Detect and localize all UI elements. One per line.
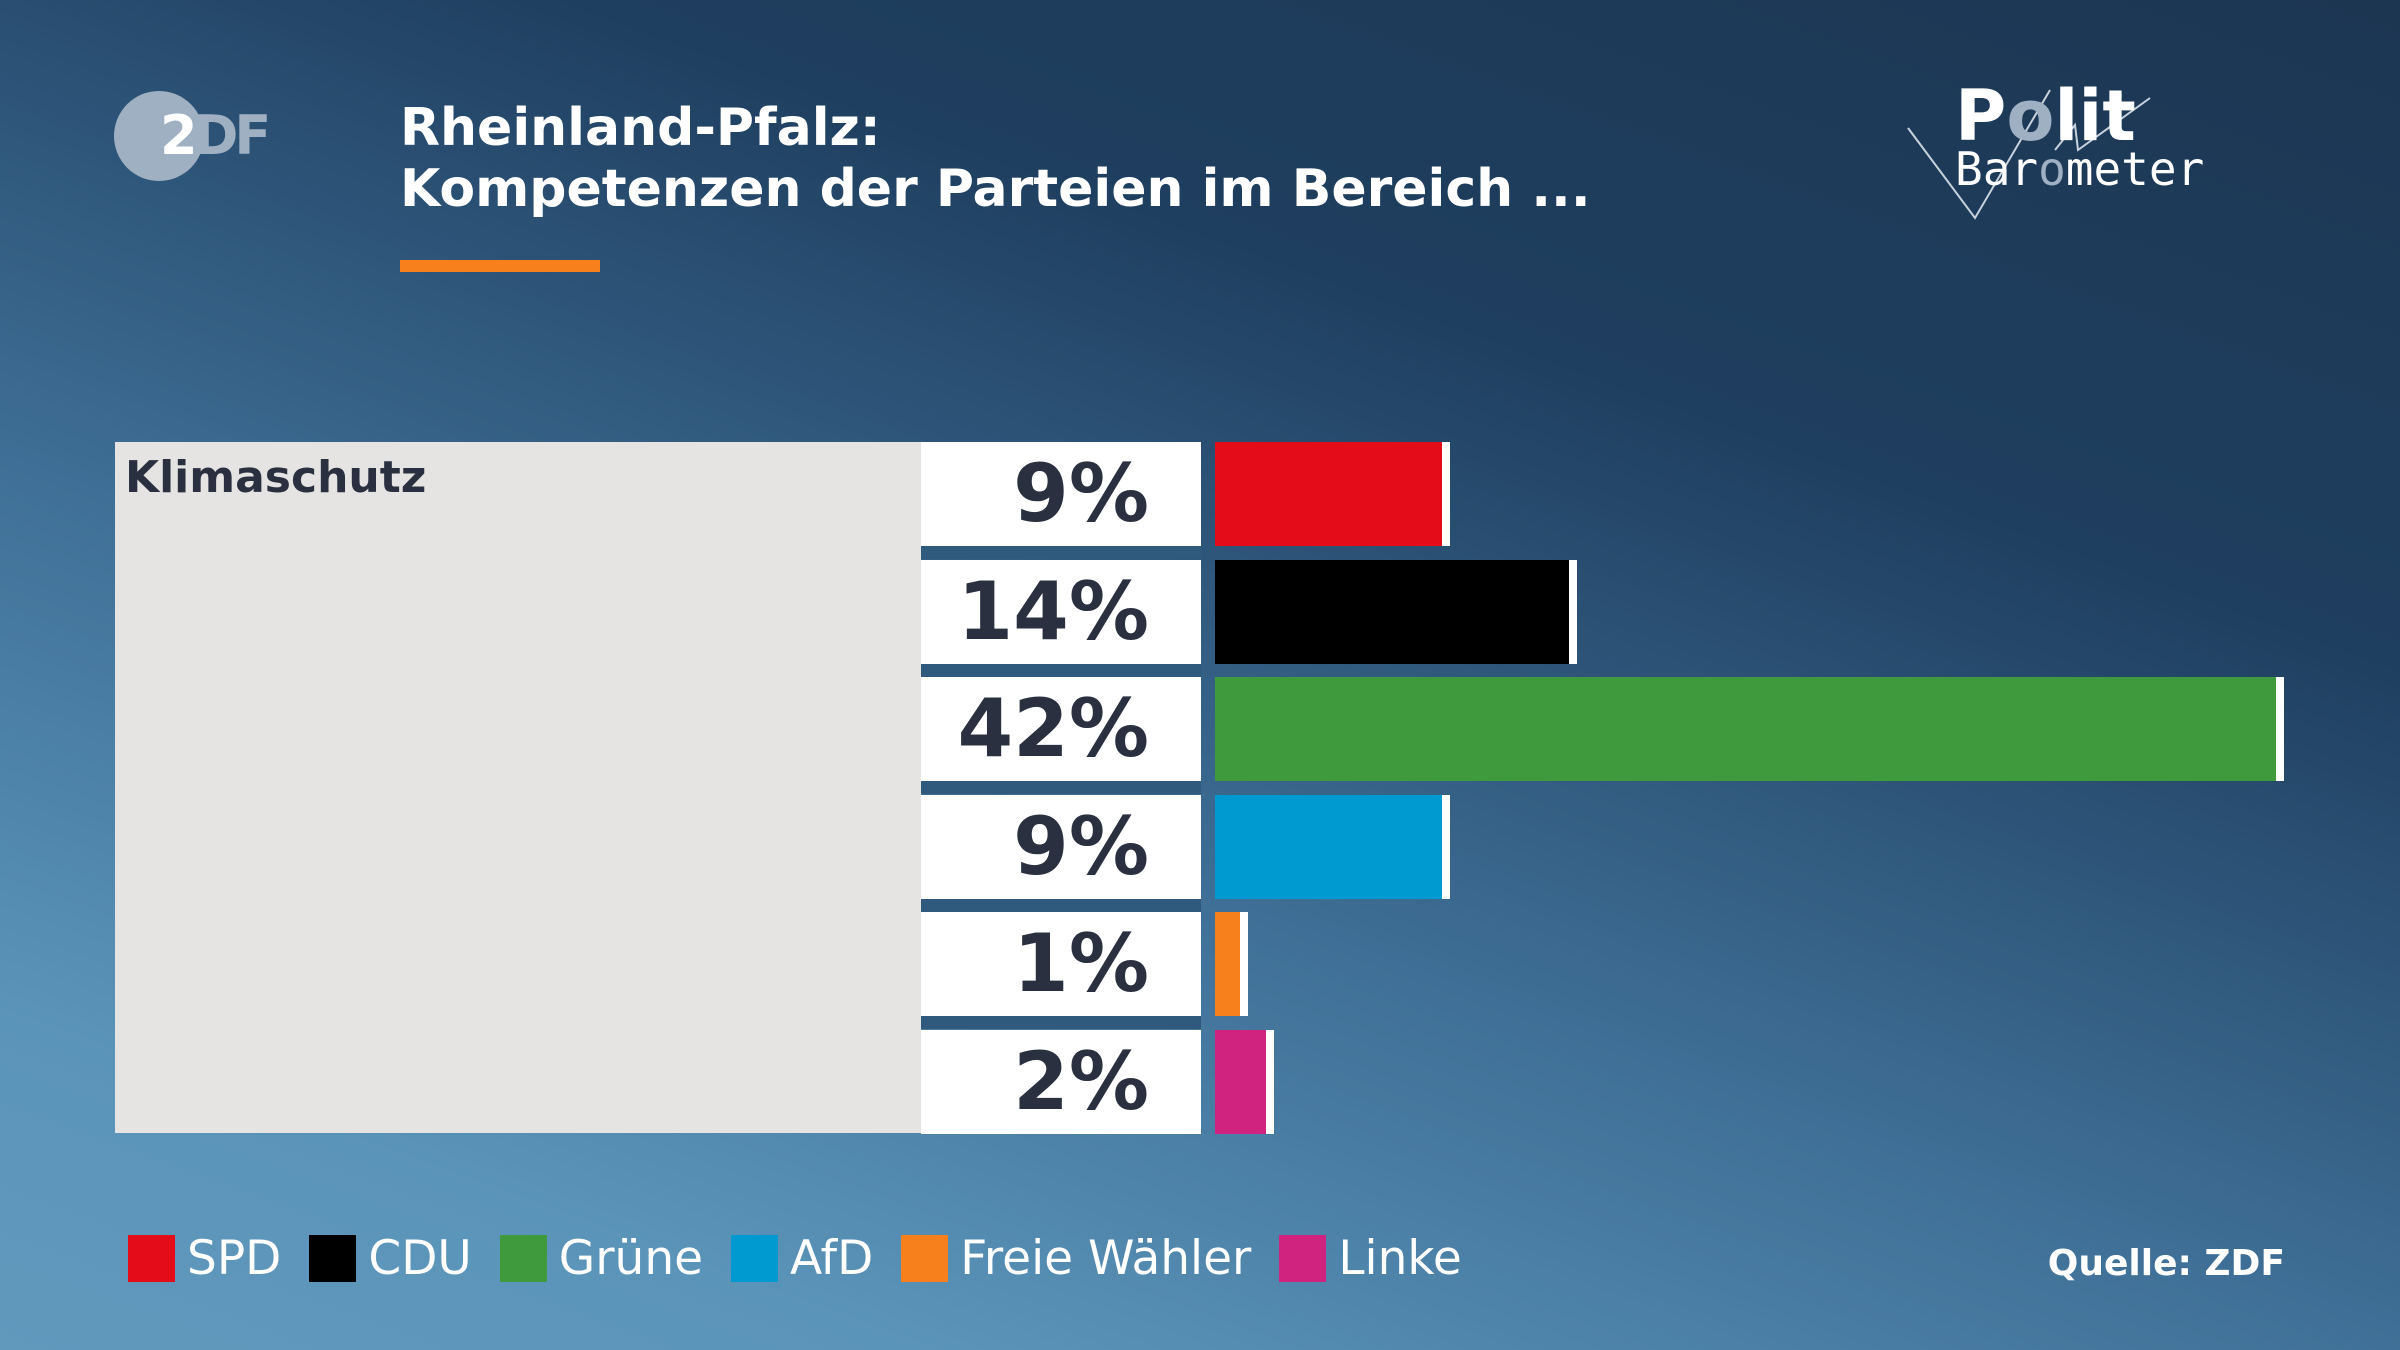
- svg-text:Polit: Polit: [1955, 75, 2136, 157]
- legend-label: Grüne: [558, 1231, 704, 1286]
- value-label: 42%: [921, 677, 1201, 781]
- svg-text:Barometer: Barometer: [1955, 142, 2204, 196]
- legend-label: AfD: [790, 1231, 874, 1286]
- legend-label: SPD: [187, 1231, 282, 1286]
- title-line-2: Kompetenzen der Parteien im Bereich ...: [400, 159, 1591, 219]
- row-divider: [921, 1016, 1201, 1029]
- bar-spd: [1215, 442, 1451, 546]
- legend-swatch: [309, 1235, 357, 1282]
- bar-linke: [1215, 1029, 1274, 1134]
- page-title: Rheinland-Pfalz: Kompetenzen der Parteie…: [400, 98, 1591, 220]
- politbarometer-logo: Polit Barometer: [1907, 75, 2204, 220]
- legend-swatch: [499, 1235, 547, 1282]
- bar-grüne: [1215, 677, 2285, 781]
- legend-item: Grüne: [499, 1231, 704, 1286]
- legend-item: Freie Wähler: [901, 1231, 1251, 1286]
- row-divider: [921, 663, 1201, 677]
- value-label: 9%: [921, 794, 1201, 899]
- row-divider: [921, 546, 1201, 559]
- zdf-logo: [114, 91, 204, 181]
- source-label: Quelle: ZDF: [2047, 1243, 2285, 1284]
- legend-swatch: [901, 1235, 949, 1282]
- value-label: 9%: [921, 442, 1201, 546]
- topic-label: Klimaschutz: [125, 452, 427, 503]
- row-divider: [921, 898, 1201, 912]
- legend: SPD CDU Grüne AfD Freie Wähler Linke: [128, 1231, 1490, 1286]
- value-label: 14%: [921, 559, 1201, 664]
- topic-panel: [115, 442, 921, 1133]
- bar-cdu: [1215, 559, 1577, 664]
- legend-item: SPD: [128, 1231, 281, 1286]
- value-label: 2%: [921, 1029, 1201, 1134]
- legend-item: CDU: [309, 1231, 472, 1286]
- legend-swatch: [128, 1235, 175, 1282]
- bar-afd: [1215, 794, 1451, 899]
- value-label: 1%: [921, 912, 1201, 1016]
- legend-item: Linke: [1279, 1231, 1462, 1286]
- legend-label: Freie Wähler: [960, 1231, 1252, 1286]
- title-accent-bar: [400, 260, 600, 272]
- legend-label: CDU: [368, 1231, 472, 1286]
- legend-swatch: [731, 1235, 779, 1282]
- legend-label: Linke: [1338, 1231, 1462, 1286]
- legend-swatch: [1279, 1235, 1327, 1282]
- title-line-1: Rheinland-Pfalz:: [400, 98, 881, 158]
- row-divider: [921, 781, 1201, 794]
- bar-freie-wähler: [1215, 912, 1249, 1016]
- legend-item: AfD: [731, 1231, 873, 1286]
- zdf-logo-text: 2DF: [160, 104, 271, 167]
